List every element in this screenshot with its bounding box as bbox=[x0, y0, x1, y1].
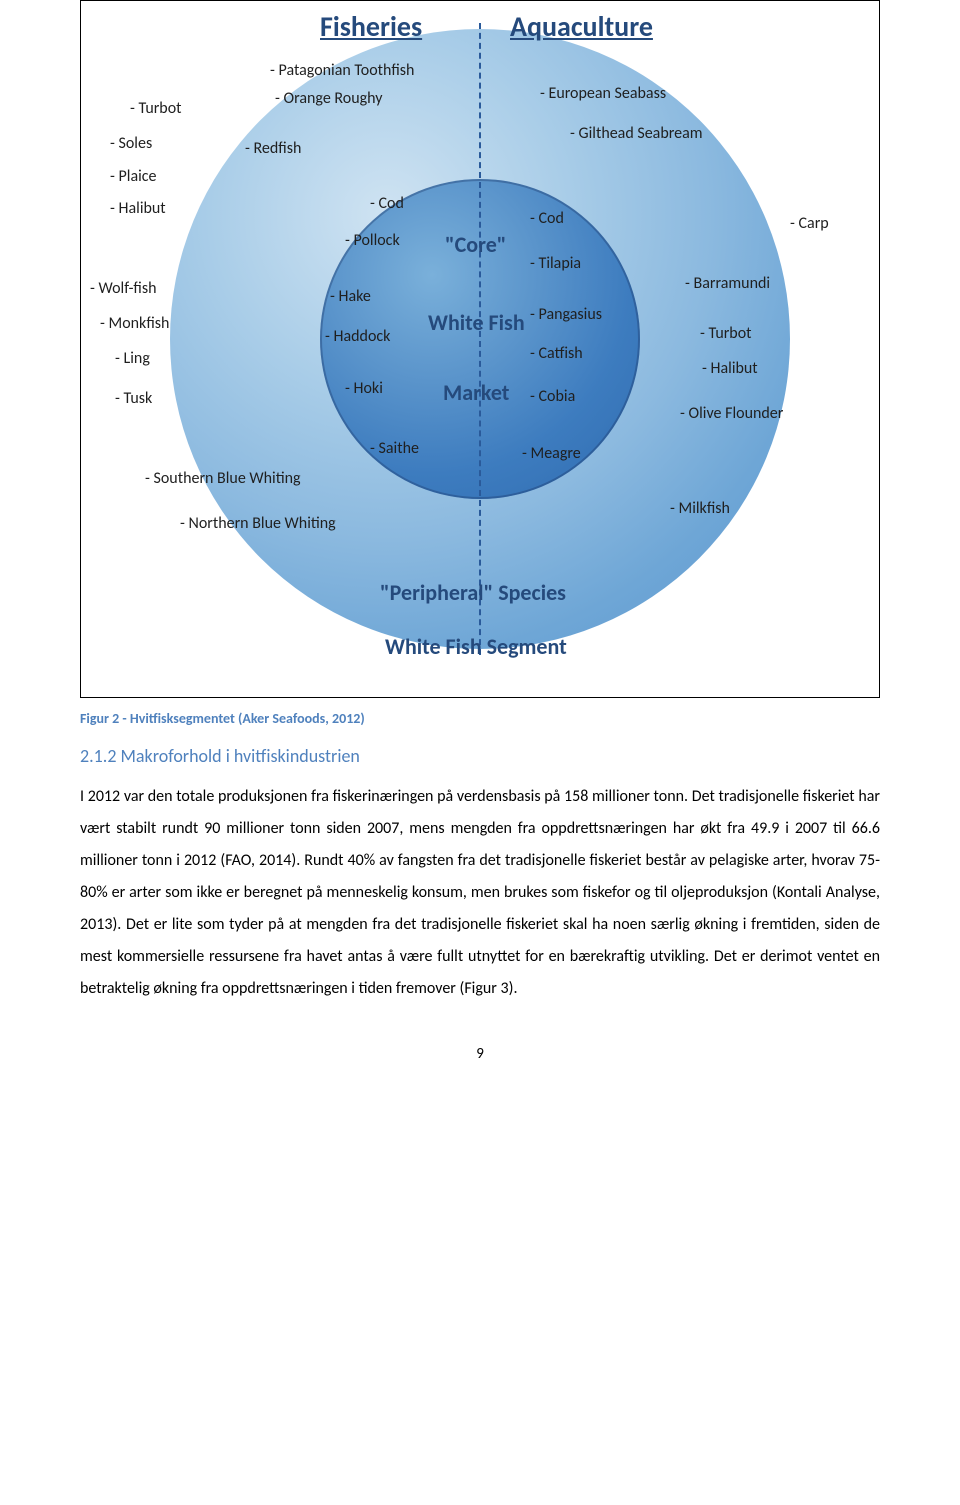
species-label: - Turbot bbox=[130, 99, 182, 118]
whitefish-label: White Fish bbox=[428, 309, 525, 336]
species-label: - Cod bbox=[370, 194, 404, 213]
body-text: I 2012 var den totale produksjonen fra f… bbox=[80, 781, 880, 1005]
species-label: - Cod bbox=[530, 209, 564, 228]
species-label: - Pangasius bbox=[530, 305, 602, 324]
species-label: - Turbot bbox=[700, 324, 752, 343]
species-label: - Wolf-fish bbox=[90, 279, 157, 298]
body-paragraph: I 2012 var den totale produksjonen fra f… bbox=[80, 781, 880, 1005]
header-fisheries: Fisheries bbox=[320, 9, 422, 44]
species-label: - Hake bbox=[330, 287, 371, 306]
species-label: - Orange Roughy bbox=[275, 89, 383, 108]
species-label: - Redfish bbox=[245, 139, 301, 158]
vertical-divider bbox=[479, 23, 481, 655]
market-label: Market bbox=[443, 379, 509, 406]
species-label: - Tusk bbox=[115, 389, 152, 408]
species-label: - Barramundi bbox=[685, 274, 770, 293]
species-label: - Plaice bbox=[110, 167, 157, 186]
species-label: - Meagre bbox=[522, 444, 581, 463]
header-aquaculture: Aquaculture bbox=[510, 9, 653, 44]
figure-frame: Fisheries Aquaculture "Core" White Fish … bbox=[80, 0, 880, 698]
species-label: - Hoki bbox=[345, 379, 383, 398]
peripheral-label: "Peripheral" Species bbox=[380, 579, 566, 606]
species-label: - Carp bbox=[790, 214, 829, 233]
segment-label: White Fish Segment bbox=[385, 633, 567, 660]
species-label: - Cobia bbox=[530, 387, 575, 406]
species-label: - Northern Blue Whiting bbox=[180, 514, 336, 533]
species-label: - Saithe bbox=[370, 439, 419, 458]
core-label: "Core" bbox=[445, 231, 506, 258]
species-label: - Haddock bbox=[325, 327, 390, 346]
species-label: - Southern Blue Whiting bbox=[145, 469, 301, 488]
species-label: - Pollock bbox=[345, 231, 400, 250]
species-label: - Gilthead Seabream bbox=[570, 124, 703, 143]
species-label: - Halibut bbox=[110, 199, 166, 218]
species-label: - Milkfish bbox=[670, 499, 730, 518]
species-label: - Monkfish bbox=[100, 314, 169, 333]
species-label: - Halibut bbox=[702, 359, 758, 378]
species-label: - Patagonian Toothfish bbox=[270, 61, 414, 80]
species-label: - Olive Flounder bbox=[680, 404, 783, 423]
section-heading: 2.1.2 Makroforhold i hvitfiskindustrien bbox=[80, 745, 880, 767]
whitefish-diagram: Fisheries Aquaculture "Core" White Fish … bbox=[90, 9, 870, 689]
page-number: 9 bbox=[80, 1045, 880, 1063]
species-label: - Ling bbox=[115, 349, 150, 368]
species-label: - Catfish bbox=[530, 344, 583, 363]
species-label: - Tilapia bbox=[530, 254, 581, 273]
species-label: - European Seabass bbox=[540, 84, 666, 103]
figure-caption: Figur 2 - Hvitfisksegmentet (Aker Seafoo… bbox=[80, 710, 880, 727]
species-label: - Soles bbox=[110, 134, 152, 153]
